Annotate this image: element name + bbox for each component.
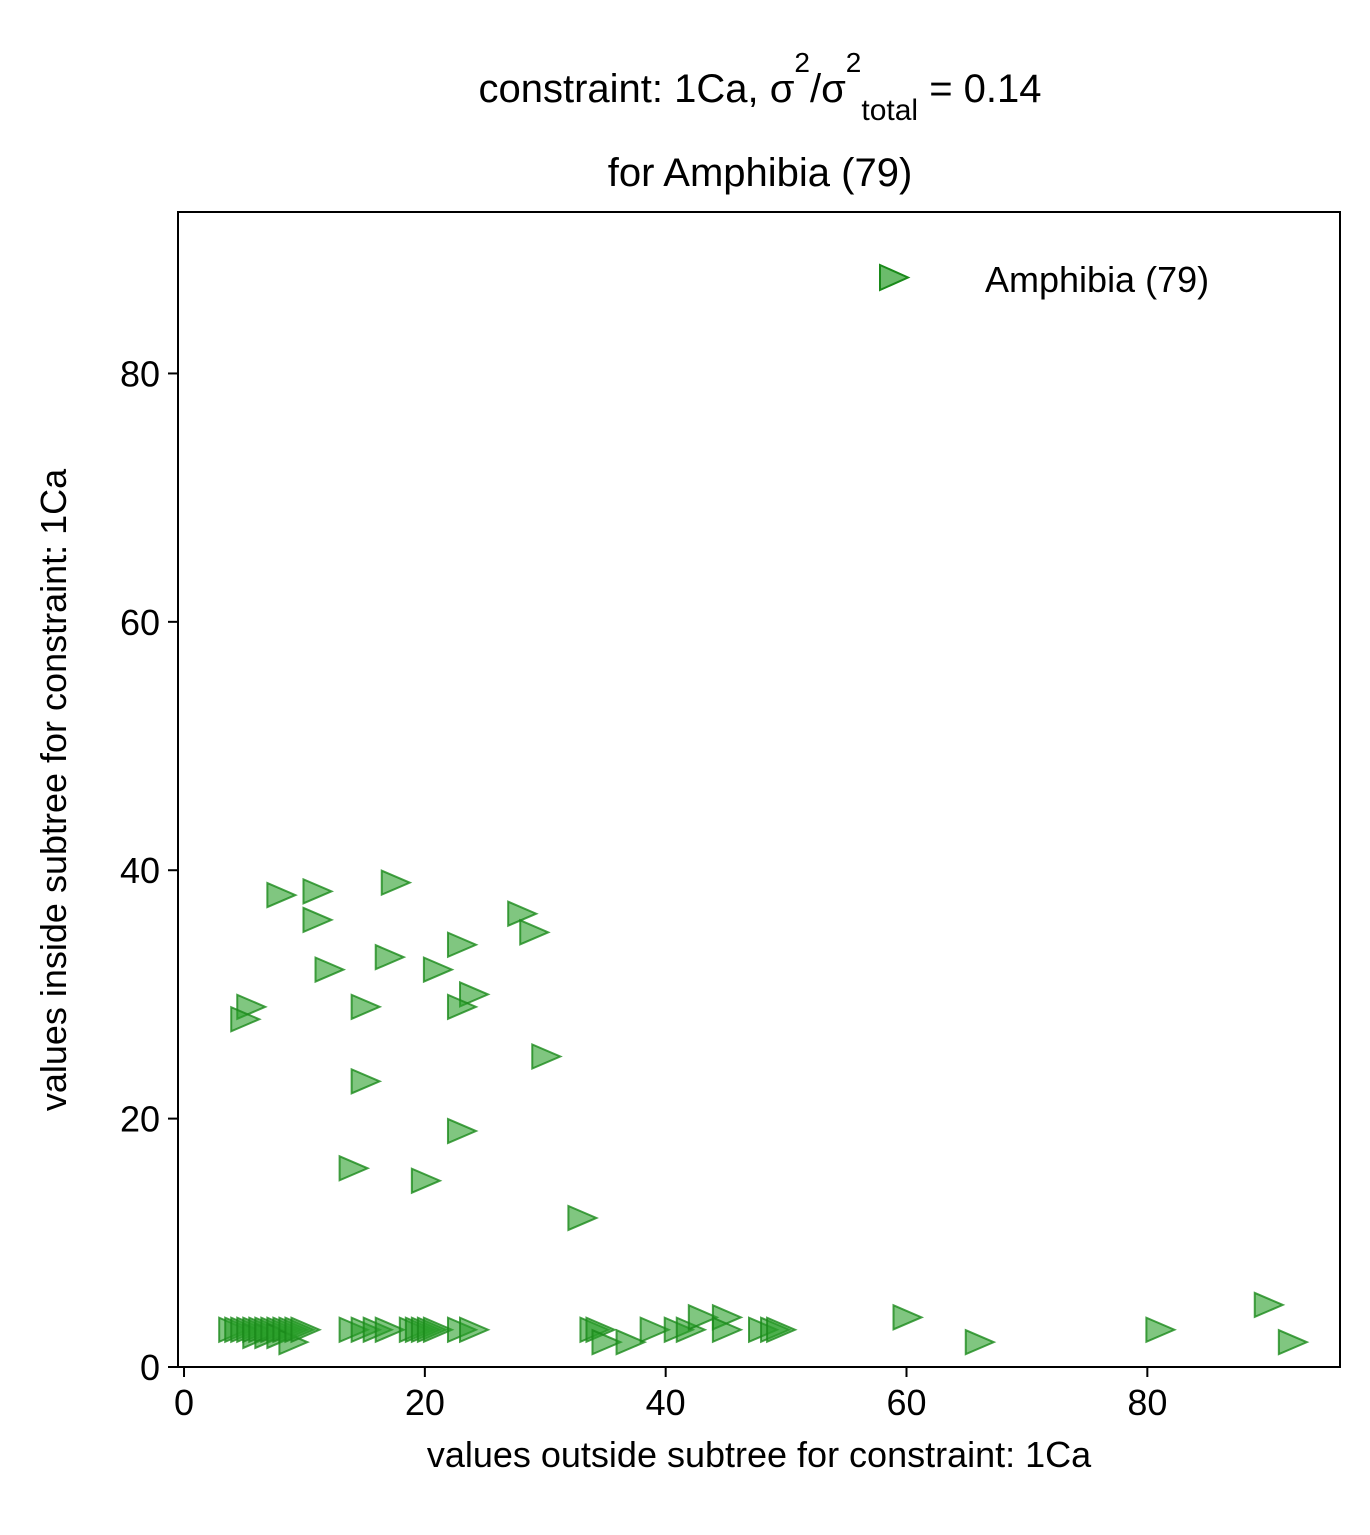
y-axis-ticks: 0 20 40 60 80 — [120, 353, 178, 1388]
data-point — [519, 918, 551, 946]
y-tick-label: 60 — [120, 602, 160, 643]
data-point — [266, 881, 298, 909]
data-point — [302, 906, 335, 934]
title-superscript-2: 2 — [846, 47, 862, 78]
chart-title-line2: for Amphibia (79) — [608, 151, 913, 195]
y-axis-label: values inside subtree for constraint: 1C… — [33, 468, 74, 1111]
data-point — [446, 993, 479, 1021]
y-tick-label: 40 — [120, 850, 160, 891]
data-point — [615, 1328, 648, 1356]
x-axis-ticks: 0 20 40 60 80 — [174, 1367, 1167, 1423]
data-point — [1145, 1316, 1177, 1344]
data-point — [766, 1316, 798, 1344]
title-superscript-1: 2 — [794, 47, 810, 78]
data-point — [422, 1316, 455, 1344]
x-tick-label: 60 — [886, 1382, 926, 1423]
x-tick-label: 40 — [646, 1382, 686, 1423]
x-tick-label: 20 — [405, 1382, 445, 1423]
chart-title-line1: constraint: 1Ca, σ2/σ2total = 0.14 — [478, 47, 1041, 127]
data-point — [374, 1316, 407, 1344]
y-tick-label: 0 — [140, 1347, 160, 1388]
x-axis-label: values outside subtree for constraint: 1… — [427, 1434, 1092, 1475]
legend-marker-icon — [879, 263, 911, 292]
data-point — [567, 1204, 599, 1232]
data-point — [350, 993, 383, 1021]
data-point — [591, 1328, 624, 1356]
data-point — [711, 1316, 744, 1344]
data-point — [380, 869, 413, 897]
data-point — [639, 1316, 672, 1344]
data-point — [422, 956, 455, 984]
legend: Amphibia (79) — [879, 259, 1209, 300]
x-tick-label: 0 — [174, 1382, 194, 1423]
data-point — [964, 1328, 997, 1356]
data-point — [531, 1042, 563, 1071]
title-suffix: = 0.14 — [918, 67, 1041, 111]
data-point — [290, 1316, 322, 1344]
data-point — [350, 1067, 383, 1095]
title-mid: /σ — [810, 67, 846, 111]
data-point — [302, 877, 335, 905]
data-point — [459, 980, 491, 1008]
y-tick-label: 80 — [120, 353, 160, 394]
data-point — [507, 900, 539, 928]
data-points — [218, 869, 1310, 1356]
data-point — [446, 931, 479, 959]
data-point — [892, 1303, 925, 1331]
x-tick-label: 80 — [1127, 1382, 1167, 1423]
title-prefix: constraint: 1Ca, σ — [478, 67, 794, 111]
data-point — [459, 1316, 491, 1344]
title-subscript: total — [861, 94, 918, 127]
data-point — [230, 1005, 262, 1033]
legend-label: Amphibia (79) — [985, 259, 1209, 300]
data-point — [314, 956, 347, 984]
y-tick-label: 20 — [120, 1099, 160, 1140]
data-point — [338, 1154, 371, 1182]
data-point — [446, 1117, 479, 1145]
plot-area — [177, 211, 1341, 1368]
data-point — [1277, 1328, 1310, 1356]
data-point — [410, 1167, 443, 1195]
data-point — [374, 943, 407, 971]
data-point — [687, 1303, 720, 1331]
data-point — [1253, 1291, 1286, 1319]
